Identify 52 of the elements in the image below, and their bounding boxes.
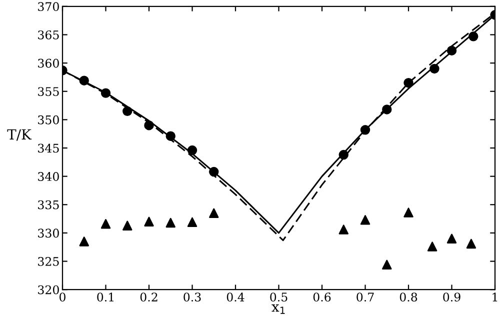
y-tick-label: 335: [38, 200, 59, 210]
y-tick-label: 355: [38, 87, 59, 96]
point: [122, 220, 132, 230]
x-tick-label: 0.9: [443, 292, 460, 302]
y-tick-label: 340: [38, 172, 59, 181]
y-tick-label: 350: [38, 115, 59, 124]
point: [79, 236, 89, 246]
x-tick-label: 0.4: [226, 292, 244, 302]
point: [187, 217, 198, 228]
point: [427, 242, 438, 252]
point: [144, 120, 154, 130]
y-tick-label: 370: [38, 2, 59, 12]
x-tick-label: 0.1: [97, 292, 114, 302]
y-tick-label: 345: [38, 144, 59, 153]
point: [360, 215, 370, 225]
point: [404, 208, 414, 218]
point: [446, 234, 457, 244]
x-tick-label: 1: [492, 292, 498, 302]
point: [404, 78, 414, 88]
x-tick-label: 0.7: [356, 292, 374, 302]
x-tick-label: 0.6: [313, 292, 331, 302]
y-tick-label: 360: [38, 58, 59, 68]
point: [382, 104, 392, 114]
point: [79, 76, 89, 86]
y-tick-label: 330: [38, 228, 59, 238]
point: [187, 145, 198, 156]
point: [446, 46, 457, 56]
x-tick-label: 0: [60, 292, 66, 302]
y-tick-label: 320: [38, 285, 59, 294]
point: [360, 125, 370, 135]
point: [382, 260, 392, 270]
point: [430, 64, 440, 74]
point: [209, 166, 219, 177]
x-tick-label: 0.5: [270, 292, 288, 302]
y-tick-label: 325: [38, 257, 59, 266]
y-tick-label: 365: [38, 30, 59, 40]
point: [338, 150, 348, 160]
point: [468, 32, 478, 42]
point: [166, 218, 176, 228]
point: [466, 238, 476, 249]
x-tick-label: 0.8: [400, 292, 418, 302]
x-tick-label: 0.3: [184, 292, 201, 302]
point: [100, 88, 111, 98]
point: [166, 131, 176, 141]
y-axis-title: T/K: [7, 129, 32, 141]
x-tick-label: 0.2: [140, 292, 158, 302]
point: [122, 106, 132, 116]
point: [144, 216, 154, 226]
point: [100, 219, 111, 229]
point: [209, 208, 219, 218]
x-axis-title: x$_{1}$: [272, 304, 285, 314]
point: [338, 224, 348, 234]
